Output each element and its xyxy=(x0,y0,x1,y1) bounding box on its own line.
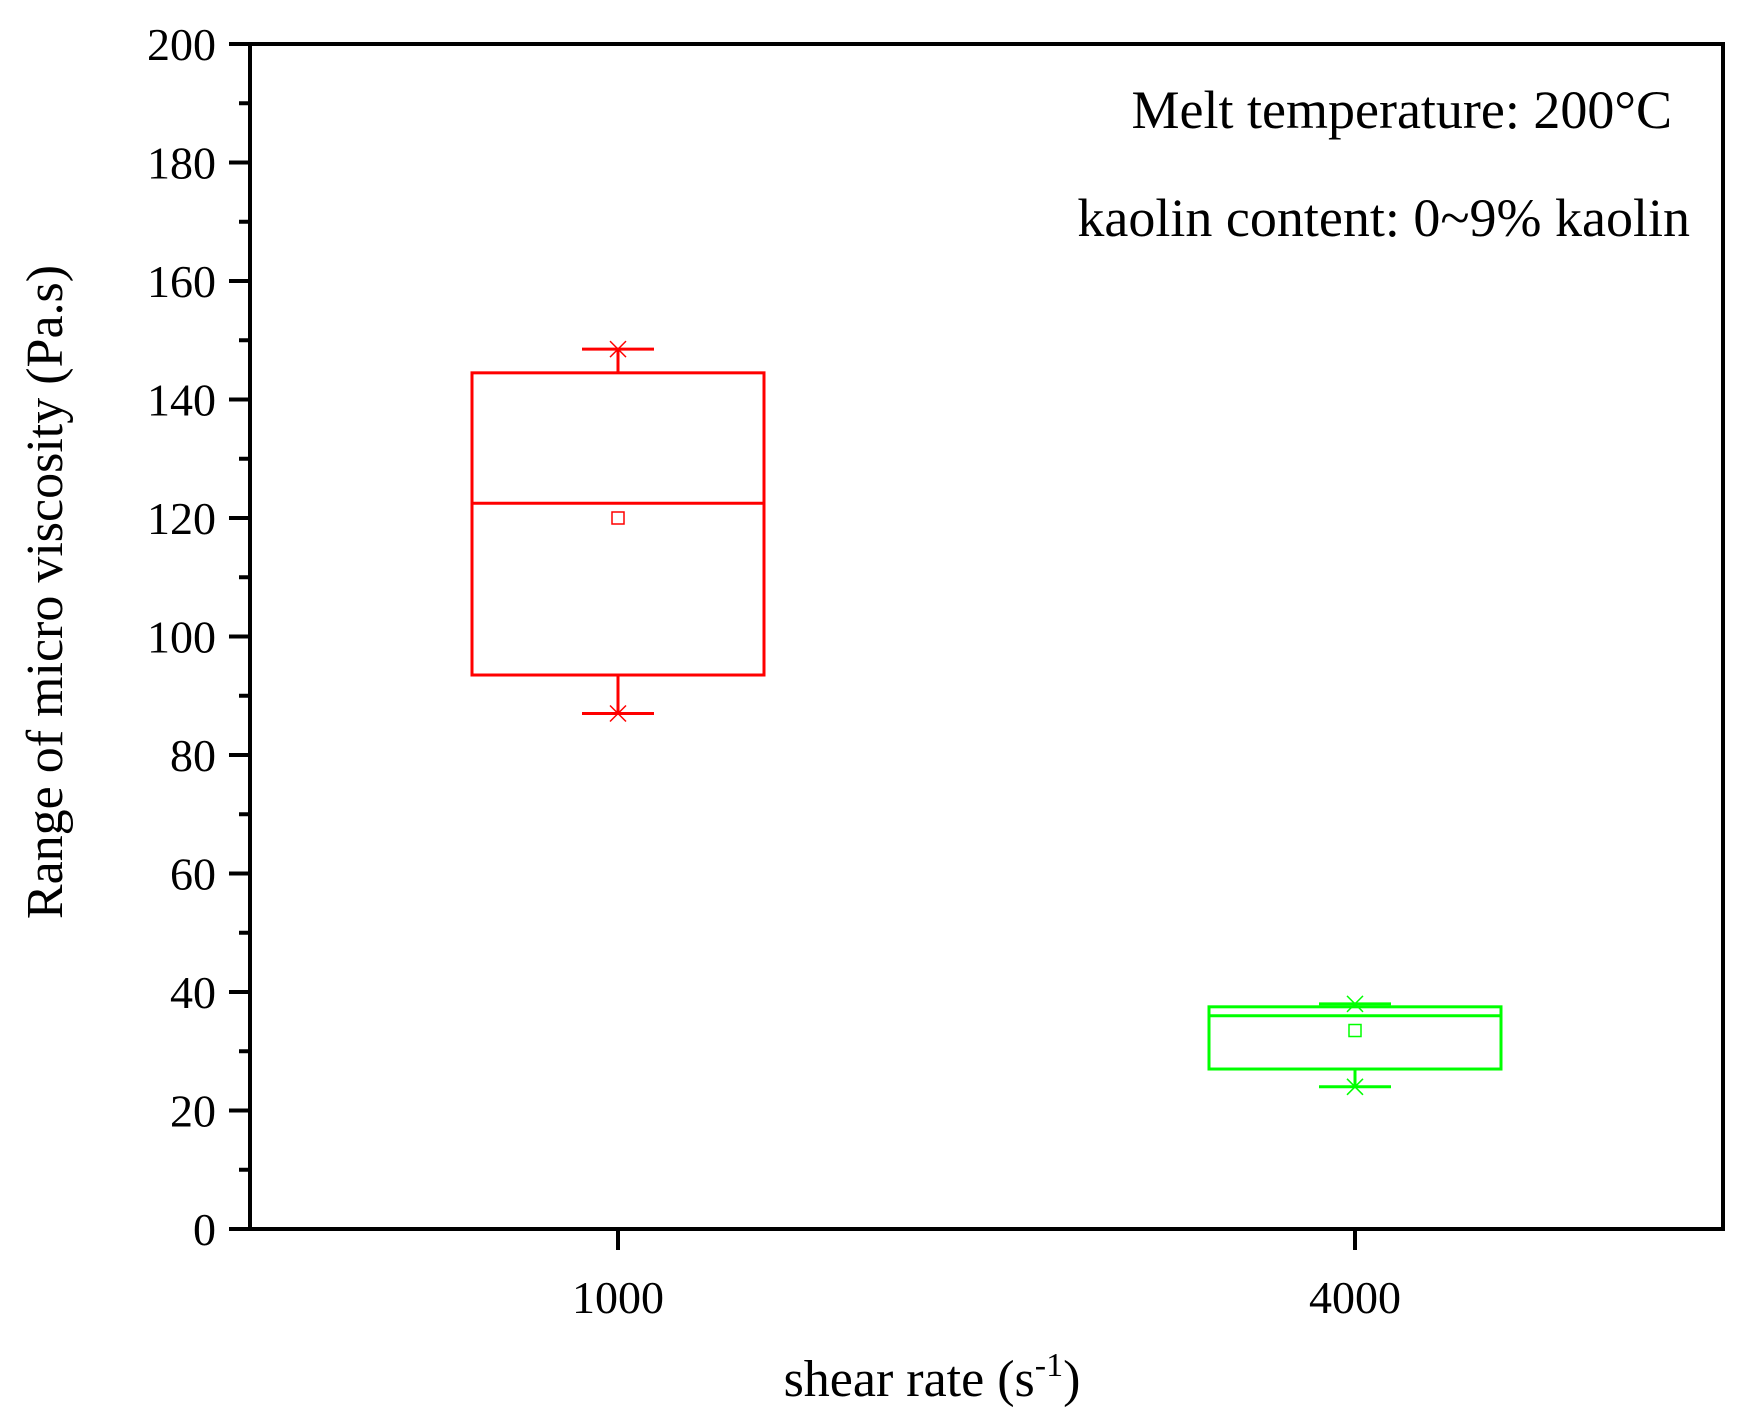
y-tick-label: 60 xyxy=(170,849,216,900)
y-tick-label: 120 xyxy=(147,493,216,544)
mean-marker xyxy=(611,511,625,525)
y-tick-label: 180 xyxy=(147,138,216,189)
x-axis-title-suffix: ) xyxy=(1063,1351,1080,1408)
box-4000 xyxy=(1207,995,1503,1096)
interquartile-box xyxy=(470,371,766,677)
max-marker-stroke-b xyxy=(1346,995,1364,1013)
y-tick-label: 80 xyxy=(170,730,216,781)
y-tick-label: 200 xyxy=(147,19,216,70)
x-axis: 1000 4000 xyxy=(572,1229,1401,1323)
min-marker xyxy=(609,704,627,723)
y-axis: 0 20 40 60 80 100 120 140 160 180 200 xyxy=(147,19,250,1255)
y-tick-label: 0 xyxy=(193,1204,216,1255)
interquartile-box xyxy=(1207,1005,1503,1071)
x-tick-label: 1000 xyxy=(572,1272,664,1323)
max-marker xyxy=(609,340,627,358)
max-marker-stroke-b xyxy=(609,340,627,358)
y-tick-label: 40 xyxy=(170,967,216,1018)
mean-marker xyxy=(1348,1023,1362,1038)
x-axis-title: shear rate (s-1) xyxy=(784,1347,1081,1408)
x-axis-title-main: shear rate (s xyxy=(784,1351,1035,1408)
annotation-melt-temperature: Melt temperature: 200°C xyxy=(1132,80,1672,140)
x-tick-label: 4000 xyxy=(1309,1272,1401,1323)
max-marker xyxy=(1346,995,1364,1013)
box-series xyxy=(470,340,1503,1096)
y-tick-label: 140 xyxy=(147,375,216,426)
min-marker xyxy=(1346,1078,1364,1096)
y-tick-label: 20 xyxy=(170,1086,216,1137)
box-1000 xyxy=(470,340,766,723)
y-tick-label: 100 xyxy=(147,612,216,663)
x-axis-title-superscript: -1 xyxy=(1035,1347,1063,1384)
y-tick-label: 160 xyxy=(147,256,216,307)
annotation-kaolin-content: kaolin content: 0~9% kaolin xyxy=(1077,188,1690,248)
min-marker-stroke-b xyxy=(1346,1078,1364,1096)
y-axis-title: Range of micro viscosity (Pa.s) xyxy=(17,265,74,919)
min-marker-stroke-b xyxy=(609,704,627,723)
